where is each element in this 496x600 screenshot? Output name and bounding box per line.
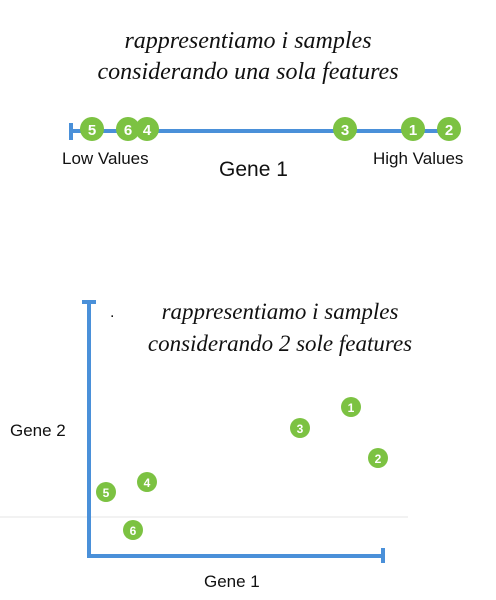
bottom-node-6: 6 [123,520,143,540]
svg-text:4: 4 [144,476,151,490]
svg-text:3: 3 [297,422,304,436]
bottom-node-1: 1 [341,397,361,417]
bottom-node-2: 2 [368,448,388,468]
svg-text:1: 1 [348,401,355,415]
bottom-caption: rappresentiamo i samples considerando 2 … [100,296,460,360]
low-values-label: Low Values [62,149,149,168]
top-axis-title: Gene 1 [219,158,288,181]
bottom-node-3: 3 [290,418,310,438]
svg-text:5: 5 [103,486,110,500]
top-node-1: 1 [401,117,425,141]
top-node-5: 5 [80,117,104,141]
svg-text:1: 1 [409,122,417,139]
bottom-caption-line2: considerando 2 sole features [147,331,413,356]
bottom-node-4: 4 [137,472,157,492]
top-caption: rappresentiamo i samples considerando un… [40,26,456,88]
high-values-label: High Values [373,149,464,168]
svg-text:2: 2 [375,452,382,466]
top-nodes: 5 4 6 3 1 2 [80,117,461,141]
top-node-4: 4 [135,117,159,141]
bottom-caption-line1: rappresentiamo i samples [161,299,399,324]
stray-mark: . [110,304,115,321]
x-axis-title: Gene 1 [204,572,260,591]
top-caption-line1: rappresentiamo i samples [124,28,372,54]
svg-text:3: 3 [341,122,349,139]
bottom-node-5: 5 [96,482,116,502]
top-node-6: 6 [116,117,140,141]
svg-text:2: 2 [445,122,453,139]
faint-separator [0,516,408,518]
bottom-axes [82,300,385,563]
bottom-nodes: 1 2 3 4 5 6 [96,397,388,540]
y-axis-title: Gene 2 [10,421,66,440]
top-caption-line2: considerando una sola features [97,59,399,85]
svg-text:4: 4 [143,122,152,139]
top-node-3: 3 [333,117,357,141]
svg-text:6: 6 [130,524,137,538]
top-node-2: 2 [437,117,461,141]
svg-text:5: 5 [88,122,96,139]
svg-text:6: 6 [124,122,132,139]
